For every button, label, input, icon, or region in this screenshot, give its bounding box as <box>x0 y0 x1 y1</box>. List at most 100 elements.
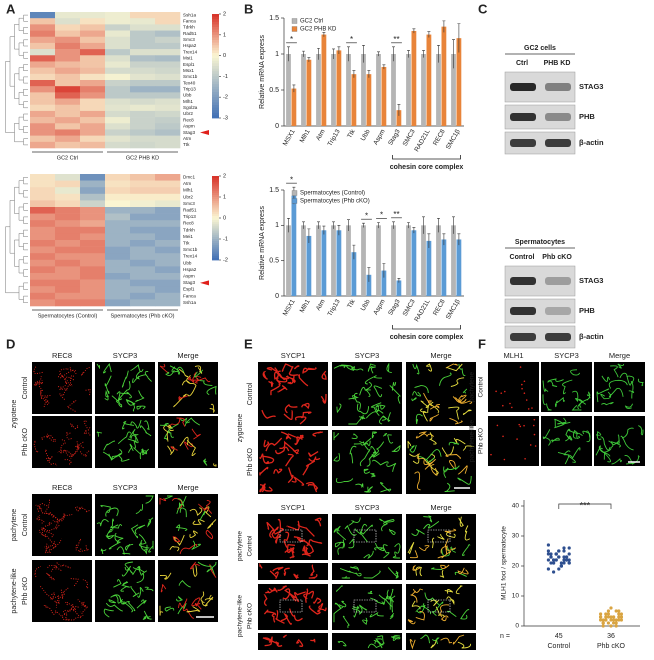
heatmap-cell <box>105 273 131 280</box>
filament <box>213 463 217 467</box>
gene-label: Atm <box>183 181 191 186</box>
filament <box>363 468 371 474</box>
filament <box>611 439 621 448</box>
filament <box>448 441 460 446</box>
heatmap-cell <box>130 30 156 38</box>
filament <box>283 410 293 421</box>
color-scale <box>212 50 219 54</box>
dendrogram <box>23 89 28 96</box>
x-tick-label: Control <box>548 643 571 650</box>
filament <box>409 444 417 453</box>
significance: * <box>290 35 293 44</box>
color-scale <box>212 84 219 88</box>
heatmap-cell <box>105 286 131 294</box>
heatmap-cell <box>155 207 181 214</box>
heatmap-cell <box>55 30 81 38</box>
dot <box>554 558 558 562</box>
color-scale <box>212 209 219 213</box>
heatmap-cell <box>80 49 106 56</box>
filament <box>440 545 457 554</box>
filament <box>179 543 197 555</box>
filament <box>437 551 452 559</box>
dot <box>614 609 618 613</box>
row-label: zygotene <box>237 414 244 443</box>
bar <box>286 54 291 126</box>
filament <box>562 379 573 395</box>
color-scale <box>212 71 219 75</box>
filament <box>44 522 52 527</box>
filament <box>277 385 288 393</box>
error-bar <box>332 221 335 229</box>
panel-letter: C <box>478 1 488 16</box>
y-axis-label: Relative mRNA express <box>259 206 266 280</box>
heatmap-cell <box>105 292 131 300</box>
y-tick-label: 1 <box>275 222 279 229</box>
filament <box>100 548 107 555</box>
filament <box>296 537 310 546</box>
filament <box>286 544 296 553</box>
focus <box>533 433 536 436</box>
focus <box>496 424 499 427</box>
heatmap-cell <box>55 98 81 106</box>
filament <box>78 545 89 552</box>
filament <box>582 430 591 438</box>
bar <box>321 34 327 127</box>
dot <box>604 612 608 616</box>
heatmap-cell <box>155 286 181 294</box>
filament <box>280 612 292 625</box>
heatmap-cell <box>30 226 56 234</box>
filament <box>371 450 377 456</box>
bar <box>366 74 372 126</box>
y-tick-label: 0 <box>275 123 279 130</box>
color-scale <box>212 58 219 62</box>
gene-label: Rec8 <box>183 221 194 226</box>
filament <box>187 382 197 397</box>
heatmap-cell <box>55 193 81 201</box>
heatmap-cell <box>55 266 81 274</box>
channel-header: SYCP1 <box>281 503 306 512</box>
heatmap-cell <box>130 180 156 188</box>
filament <box>55 561 71 569</box>
filament <box>102 451 122 461</box>
dendrogram <box>18 17 24 31</box>
filament <box>103 362 112 374</box>
color-scale <box>212 197 219 200</box>
heatmap-cell <box>55 123 81 130</box>
filament <box>608 379 628 389</box>
filament <box>276 642 283 647</box>
dendrogram <box>14 239 19 267</box>
filament <box>601 375 610 382</box>
heatmap-cell <box>105 61 131 68</box>
filament <box>348 517 361 526</box>
filament <box>333 606 344 623</box>
channel-header: SYCP3 <box>113 483 138 492</box>
heatmap-cell <box>155 266 181 274</box>
dot <box>612 621 616 625</box>
color-scale <box>212 55 219 59</box>
color-scale <box>212 176 219 179</box>
panel-letter: A <box>6 1 16 16</box>
band <box>545 83 571 91</box>
filament <box>75 538 82 551</box>
filament <box>547 378 564 382</box>
color-scale <box>212 213 219 217</box>
band <box>510 277 536 285</box>
filament <box>116 546 131 555</box>
gene-label: Espl1 <box>183 287 195 292</box>
filament <box>275 377 288 385</box>
dendrogram <box>18 206 24 221</box>
filament <box>138 533 147 545</box>
y-tick-label: 0.5 <box>269 87 279 94</box>
filament <box>33 376 42 386</box>
heatmap-cell <box>130 18 156 25</box>
row-label: pachytene-like <box>237 595 244 637</box>
color-scale <box>212 112 219 116</box>
heatmap-cell <box>80 104 106 112</box>
heatmap-cell <box>155 259 181 267</box>
heatmap-cell <box>130 220 156 228</box>
heatmap-cell <box>130 42 156 50</box>
heatmap-cell <box>80 73 106 81</box>
dot <box>614 618 618 622</box>
heatmap-cell <box>30 240 56 247</box>
gene-label: Trip13 <box>183 86 196 91</box>
